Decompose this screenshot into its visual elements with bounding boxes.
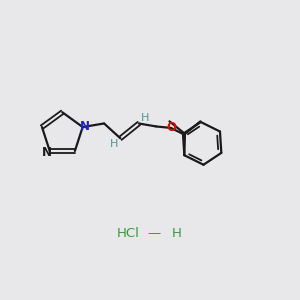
Text: HCl: HCl	[116, 227, 139, 240]
Text: H: H	[172, 227, 182, 240]
Text: —: —	[148, 227, 161, 240]
Text: H: H	[141, 112, 150, 122]
Text: H: H	[110, 139, 118, 149]
Text: N: N	[80, 120, 90, 133]
Text: O: O	[166, 122, 176, 134]
Text: N: N	[42, 146, 52, 159]
